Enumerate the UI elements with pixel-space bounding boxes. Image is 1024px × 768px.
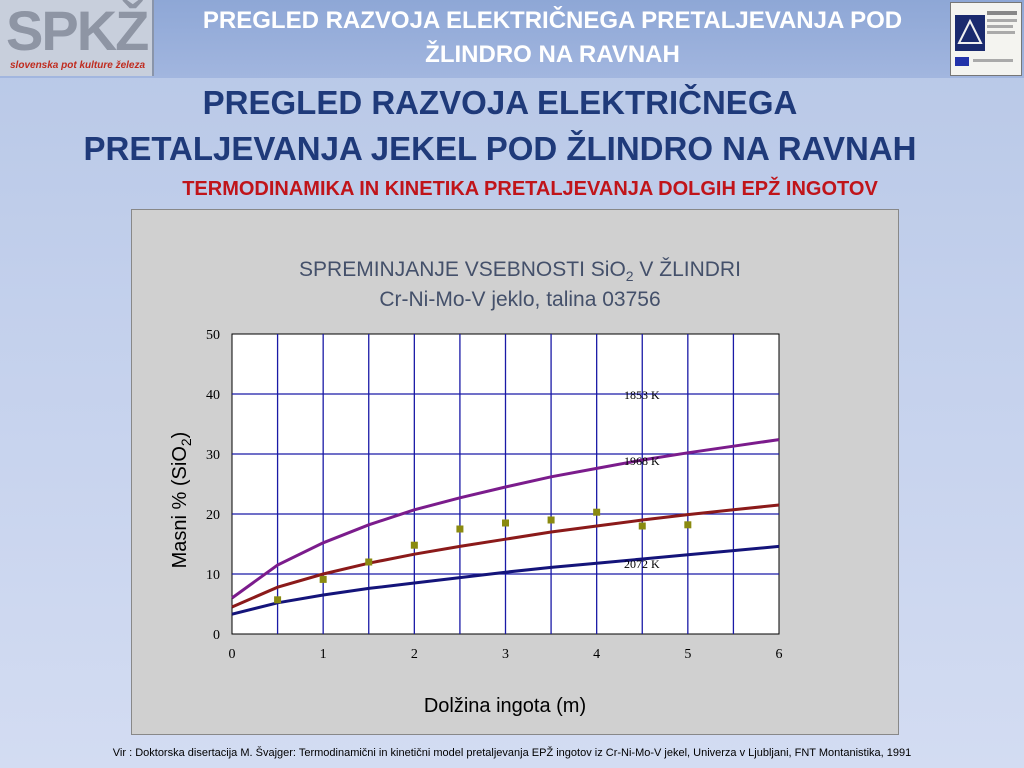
y-tick-label: 50: [206, 328, 220, 343]
slide-title: PREGLED RAZVOJA ELEKTRIČNEGA PRETALJEVAN…: [40, 80, 960, 172]
data-point: [593, 508, 601, 516]
header-title-line2: ŽLINDRO NA RAVNAH: [425, 41, 680, 68]
chart-title-rest: V ŽLINDRI: [634, 258, 741, 281]
emblem-logo: [950, 2, 1022, 76]
series-line-1853k: [231, 438, 780, 600]
x-tick-label: 4: [593, 647, 600, 662]
y-axis-label-end: ): [169, 432, 191, 439]
series-label: 2072 K: [624, 557, 660, 571]
emblem-icon: [955, 11, 1017, 66]
x-tick-label: 1: [320, 647, 327, 662]
header-title-line1: PREGLED RAZVOJA ELEKTRIČNEGA PRETALJEVAN…: [202, 7, 903, 34]
logo-text: SPKŽ: [6, 0, 149, 62]
y-tick-label: 10: [206, 568, 220, 583]
series-line-2072k: [231, 544, 780, 616]
plot-area: 0 1 2 3 4 5 6 0 10 20 30 40 50 1853 K 1968 K 2072 K: [206, 328, 783, 662]
y-axis-label-subscript: 2: [178, 438, 194, 446]
logo-subtitle: slovenska pot kulture železa: [10, 60, 146, 71]
y-tick-label: 20: [206, 508, 220, 523]
data-point: [456, 525, 464, 533]
data-point: [410, 541, 418, 549]
slide-title-line1: PREGLED RAZVOJA ELEKTRIČNEGA: [202, 84, 798, 121]
x-tick-label: 2: [411, 647, 418, 662]
slide-title-line2: PRETALJEVANJA JEKEL POD ŽLINDRO NA RAVNA…: [83, 130, 917, 167]
x-tick-label: 3: [502, 647, 509, 662]
chart-title: SPREMINJANJE VSEBNOSTI SiO2 V ŽLINDRI: [299, 258, 741, 284]
logo: SPKŽ slovenska pot kulture železa: [0, 0, 154, 76]
x-tick-label: 6: [776, 647, 783, 662]
data-point: [365, 558, 373, 566]
series-label: 1853 K: [624, 388, 660, 402]
data-point: [274, 596, 282, 604]
data-point: [319, 575, 327, 583]
chart-title-subscript: 2: [626, 268, 634, 284]
x-tick-label: 5: [684, 647, 691, 662]
x-tick-label: 0: [229, 647, 236, 662]
chart-title-line2: Cr-Ni-Mo-V jeklo, talina 03756: [379, 288, 660, 311]
series-label: 1968 K: [624, 454, 660, 468]
data-point: [547, 516, 555, 524]
series-line-1968k: [231, 503, 780, 609]
header-band: [0, 0, 1024, 78]
y-axis-label: Masni % (SiO2): [169, 432, 194, 569]
y-tick-label: 40: [206, 388, 220, 403]
y-tick-label: 30: [206, 448, 220, 463]
header-title: PREGLED RAZVOJA ELEKTRIČNEGA PRETALJEVAN…: [160, 4, 945, 72]
x-axis-label: Dolžina ingota (m): [424, 695, 586, 717]
data-point: [684, 521, 692, 529]
citation: Vir : Doktorska disertacija M. Švajger: …: [112, 747, 912, 759]
slide-subtitle: TERMODINAMIKA IN KINETIKA PRETALJEVANJA …: [182, 178, 878, 200]
y-tick-label: 0: [213, 628, 220, 643]
chart: SPREMINJANJE VSEBNOSTI SiO2 V ŽLINDRI Cr…: [169, 258, 783, 717]
data-point: [638, 522, 646, 530]
data-point: [502, 519, 509, 527]
chart-frame: SPREMINJANJE VSEBNOSTI SiO2 V ŽLINDRI Cr…: [131, 209, 899, 735]
